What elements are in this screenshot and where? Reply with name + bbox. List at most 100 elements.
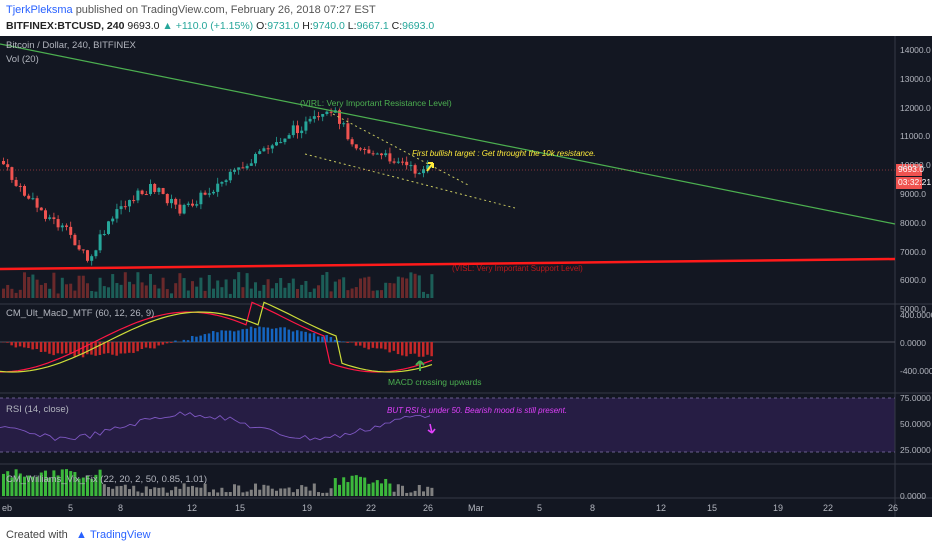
vix-bar — [291, 492, 295, 496]
candle-body — [216, 183, 220, 192]
vix-bar — [174, 486, 178, 496]
vix-bar — [27, 475, 31, 496]
vix-bar — [270, 488, 274, 496]
vix-bar — [65, 469, 68, 496]
symbol-label: BITFINEX:BTCUSD, 240 — [6, 20, 125, 32]
rsi-annotation[interactable]: BUT RSI is under 50. Bearish mood is sti… — [387, 406, 568, 415]
macd-histogram-bar — [174, 340, 177, 342]
visl-annotation[interactable]: (VISL: Very Important Support Level) — [452, 264, 583, 273]
macd-histogram-bar — [107, 342, 110, 354]
tradingview-logo-icon[interactable]: ▲ — [76, 529, 87, 541]
macd-histogram-bar — [371, 342, 375, 348]
candle-body — [417, 173, 421, 175]
vix-bar — [111, 488, 115, 496]
vix-bar — [220, 487, 224, 496]
vix-bar — [329, 488, 333, 496]
macd-histogram-bar — [430, 342, 433, 357]
vix-bar — [69, 471, 73, 496]
vix-bar — [392, 491, 396, 496]
volume-bar — [56, 293, 60, 298]
candle-body — [39, 207, 43, 211]
time-tick: 15 — [707, 503, 718, 513]
candle-body — [359, 148, 362, 150]
candle-body — [422, 169, 425, 174]
macd-layer — [0, 301, 433, 373]
vix-bar — [23, 476, 26, 496]
macd-annotation[interactable]: MACD crossing upwards — [388, 377, 482, 387]
candle-body — [207, 193, 211, 195]
volume-bar — [384, 282, 388, 298]
candle-body — [354, 144, 358, 149]
candle-body — [52, 217, 56, 220]
vix-bar — [60, 469, 64, 496]
vix-bar — [81, 477, 85, 496]
macd-histogram-bar — [275, 328, 278, 342]
candle-body — [98, 234, 102, 251]
volume-bar — [308, 292, 312, 298]
macd-histogram-bar — [144, 342, 148, 348]
volume-bar — [44, 283, 47, 298]
volume-bar — [220, 287, 224, 298]
vix-bar — [35, 476, 39, 496]
volume-bar — [228, 293, 232, 298]
chart-canvas[interactable] — [0, 36, 932, 517]
macd-histogram-bar — [291, 331, 295, 342]
candle-body — [346, 123, 350, 140]
candle-body — [182, 204, 186, 214]
volume-bar — [283, 287, 287, 298]
vix-bar — [317, 492, 320, 496]
vix-bar — [426, 486, 430, 496]
volume-bar — [392, 283, 396, 298]
volume-bar — [182, 278, 186, 298]
candle-body — [342, 123, 346, 125]
vix-bar — [384, 478, 388, 496]
macd-histogram-bar — [65, 342, 68, 354]
candle-body — [107, 221, 110, 234]
volume-bar — [14, 292, 18, 298]
macd-histogram-bar — [123, 342, 127, 354]
volume-bar — [287, 283, 291, 298]
rsi-band — [0, 398, 895, 452]
volume-bar — [380, 290, 383, 298]
high-value: 9740.0 — [312, 20, 345, 32]
volume-bar — [144, 285, 148, 298]
macd-histogram-bar — [300, 331, 303, 342]
vix-bar — [207, 492, 211, 496]
volume-bar — [86, 283, 89, 298]
volume-bar — [132, 284, 136, 298]
target-annotation[interactable]: First bullish target : Get throught the … — [412, 149, 596, 158]
vix-bar — [44, 470, 47, 496]
macd-histogram-bar — [199, 335, 202, 342]
vix-bar — [161, 487, 165, 496]
vix-bar — [338, 484, 341, 496]
vix-bar — [86, 475, 89, 496]
volume-bar — [338, 279, 341, 298]
volume-bar — [2, 288, 5, 298]
macd-histogram-bar — [31, 342, 34, 350]
macd-histogram-bar — [279, 327, 282, 342]
macd-histogram-bar — [119, 342, 123, 354]
axis-tick: 7000.0 — [900, 246, 926, 257]
candle-body — [73, 234, 77, 246]
candle-body — [363, 149, 367, 151]
candle-body — [136, 190, 140, 201]
chart-area[interactable]: Bitcoin / Dollar, 240, BITFINEX Vol (20)… — [0, 36, 932, 517]
vix-bar — [233, 484, 236, 496]
macd-histogram-bar — [220, 330, 223, 342]
virl-annotation[interactable]: (VIRL: Very Important Resistance Level) — [300, 98, 452, 108]
volume-bar — [333, 281, 337, 298]
time-tick: 5 — [68, 503, 74, 513]
author-link[interactable]: TjerkPleksma — [6, 4, 73, 16]
tradingview-link[interactable]: TradingView — [90, 529, 151, 541]
vix-bar — [422, 491, 425, 496]
candle-body — [270, 145, 274, 149]
axis-tick: 10000.0 — [900, 160, 931, 171]
vix-bar — [195, 487, 199, 496]
vix-pane-title: CM_Williams_Vix_Fix (22, 20, 2, 50, 0.85… — [6, 474, 207, 485]
volume-bar — [241, 287, 245, 298]
candle-body — [10, 167, 14, 180]
macd-histogram-bar — [392, 342, 396, 351]
macd-histogram-bar — [195, 336, 198, 342]
vix-bar — [325, 492, 329, 496]
vix-bar — [375, 480, 379, 496]
